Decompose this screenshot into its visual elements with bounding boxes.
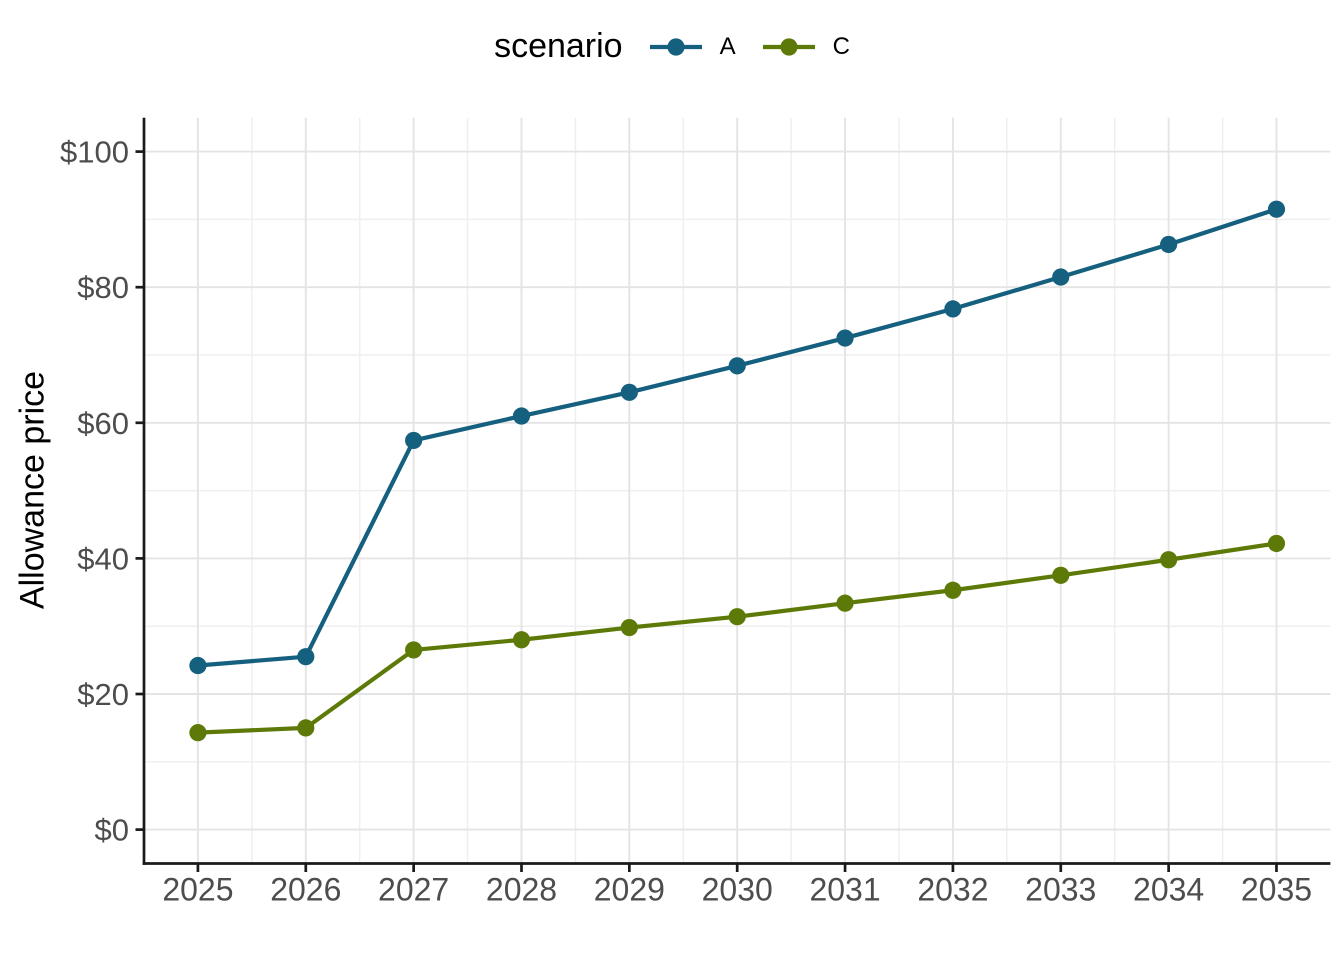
series-A: [189, 200, 1286, 675]
data-point-C: [297, 719, 315, 737]
x-tick-label: 2031: [809, 872, 880, 908]
data-point-C: [189, 724, 207, 742]
data-point-C: [512, 631, 531, 649]
data-point-C: [405, 641, 423, 659]
data-point-A: [944, 300, 962, 318]
legend-key-c-icon: [762, 37, 815, 56]
tick-labels: $0 $20 $40 $60 $80 $100 2025 2026 2027 2028 2029 20…: [60, 135, 1312, 908]
x-tick-label: 2026: [270, 872, 341, 908]
x-tick-label: 2025: [162, 872, 233, 908]
data-point-A: [1267, 200, 1286, 218]
data-point-A: [405, 431, 423, 450]
data-point-A: [189, 656, 207, 675]
data-point-C: [944, 581, 962, 599]
y-tick-label: $80: [77, 270, 129, 305]
data-point-C: [1267, 534, 1286, 553]
data-point-A: [1052, 268, 1070, 286]
data-point-C: [1052, 566, 1070, 584]
data-point-A: [1160, 235, 1178, 254]
x-tick-label: 2030: [702, 872, 773, 908]
y-tick-label: $100: [60, 135, 129, 170]
data-point-A: [728, 357, 746, 375]
series-C: [189, 534, 1286, 742]
legend-item-label: A: [719, 32, 736, 60]
legend-title: scenario: [494, 27, 623, 65]
data-point-C: [728, 608, 746, 626]
data-point-A: [620, 383, 638, 401]
x-tick-label: 2029: [594, 872, 665, 908]
axes: [135, 117, 1331, 872]
x-tick-label: 2028: [486, 872, 557, 908]
x-tick-label: 2027: [378, 872, 449, 908]
data-point-C: [620, 618, 638, 637]
legend-item-label: C: [832, 32, 850, 60]
x-tick-label: 2034: [1133, 872, 1204, 908]
grid-major: [144, 117, 1331, 864]
data-point-A: [297, 648, 315, 666]
x-tick-label: 2035: [1241, 872, 1312, 908]
legend-item-c: C: [760, 30, 850, 64]
legend: scenario A C: [0, 27, 1344, 66]
legend-key-dot: [779, 37, 798, 56]
data-point-A: [512, 407, 531, 425]
y-tick-label: $60: [77, 406, 129, 441]
y-tick-label: $0: [95, 813, 129, 848]
data-point-C: [1160, 551, 1178, 569]
x-tick-label: 2033: [1025, 872, 1096, 908]
x-tick-label: 2032: [917, 872, 988, 908]
legend-item-a: A: [647, 30, 736, 64]
data-point-A: [836, 329, 854, 347]
y-tick-label: $20: [77, 677, 129, 712]
legend-key-dot: [666, 37, 685, 56]
legend-key-a-icon: [649, 37, 702, 56]
y-tick-label: $40: [77, 541, 129, 576]
data-point-C: [836, 594, 854, 612]
